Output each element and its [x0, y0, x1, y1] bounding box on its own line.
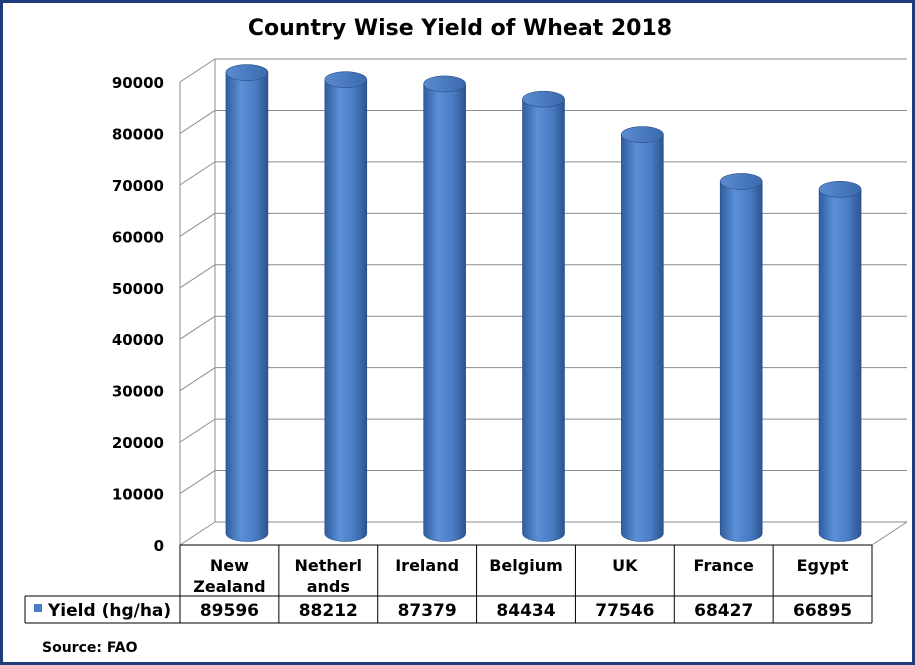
y-tick-label: 30000 [112, 383, 164, 401]
category-label: Ireland [395, 556, 459, 575]
bar-top [423, 75, 466, 93]
bar [621, 126, 664, 542]
category-label: Netherl [295, 556, 363, 575]
y-tick-label: 10000 [112, 486, 164, 504]
gridline-depth [179, 521, 216, 546]
gridline-depth [179, 110, 216, 134]
gridline-depth [179, 367, 216, 392]
category-label: New [210, 556, 249, 575]
gridline-depth [179, 212, 216, 237]
bar-body [719, 181, 763, 542]
bar-top [522, 90, 565, 108]
data-label: 89596 [200, 601, 259, 621]
bar [522, 90, 565, 542]
bar-top [621, 126, 664, 143]
category-label: ands [307, 577, 350, 596]
bar [423, 75, 466, 542]
bar-top [324, 71, 368, 88]
y-tick-label: 80000 [112, 125, 164, 143]
bar-top [225, 64, 269, 81]
gridline-depth [179, 58, 216, 83]
data-table: New Zealand 89596 Netherl ands 88212 Ireland 87… [24, 544, 873, 624]
bar [818, 181, 862, 542]
bar-body [225, 72, 269, 542]
bar-top [719, 173, 763, 190]
y-tick-label: 90000 [112, 74, 164, 92]
bar-body [522, 98, 565, 542]
category-label: UK [612, 556, 638, 575]
y-axis: 0 10000 20000 30000 40000 50000 60000 70000 8000… [112, 74, 164, 555]
bar-body [324, 79, 368, 542]
data-label: 87379 [398, 601, 457, 621]
gridline-depth [179, 470, 216, 494]
legend-label: Yield (hg/ha) [47, 601, 171, 621]
bar-body [621, 134, 664, 542]
category-label: Belgium [489, 556, 563, 575]
bar [225, 64, 269, 542]
data-label: 88212 [299, 601, 358, 621]
source-note: Source: FAO [42, 640, 138, 656]
bar [324, 71, 368, 542]
data-label: 68427 [694, 601, 753, 621]
y-tick-label: 20000 [112, 434, 164, 452]
data-label: 77546 [595, 601, 654, 621]
gridline-depth [179, 161, 216, 186]
category-label: Egypt [797, 556, 849, 575]
category-label: France [694, 556, 754, 575]
y-tick-label: 60000 [112, 228, 164, 246]
bar-layer [225, 64, 862, 542]
data-label: 84434 [496, 601, 555, 621]
floor-edge [871, 521, 908, 546]
bar-body [818, 189, 862, 542]
data-label: 66895 [793, 601, 852, 621]
gridline-depth [179, 264, 216, 289]
y-tick-label: 0 [154, 537, 164, 555]
legend-swatch [34, 604, 42, 612]
y-tick-label: 70000 [112, 177, 164, 195]
bar [719, 173, 763, 542]
y-tick-label: 50000 [112, 280, 164, 298]
bar-body [423, 83, 466, 542]
chart-title: Country Wise Yield of Wheat 2018 [248, 16, 672, 41]
y-tick-label: 40000 [112, 331, 164, 349]
bar-top [818, 181, 862, 198]
category-label: Zealand [193, 577, 265, 596]
gridline-depth [179, 418, 216, 443]
gridline-depth [179, 315, 216, 340]
